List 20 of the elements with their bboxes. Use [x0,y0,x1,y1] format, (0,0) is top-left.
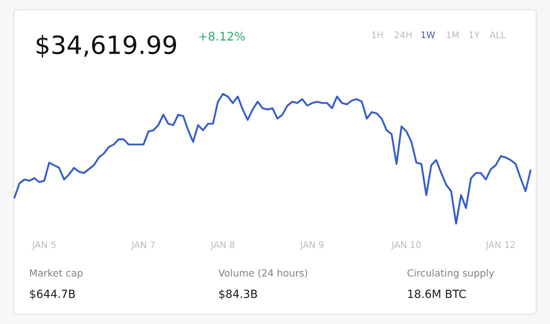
text: Volume (24 hours) [218,269,308,278]
text: 24H [394,31,412,38]
text: Circulating supply [408,269,494,278]
text: 1Y [469,32,480,38]
text: 1M [446,32,459,38]
text: ALL [490,32,506,38]
x-tick-label: JAN 8 [210,241,234,250]
text: Market cap [30,269,83,278]
x-tick-label: JAN 7 [131,241,155,250]
x-tick-label: JAN 10 [391,241,421,250]
x-tick-label: JAN 5 [32,241,56,250]
text: $644.7B [30,289,75,300]
x-tick-label: JAN 12 [485,241,515,250]
text: $84.3B [219,289,257,300]
chart-subtitle: +8.12% [199,32,245,41]
text: 18.6M BTC [408,290,466,298]
text: 1W [422,32,435,38]
x-tick-label: JAN 9 [300,241,324,250]
text: 1H [372,32,383,38]
chart-title: $34,619.99 [36,34,176,58]
